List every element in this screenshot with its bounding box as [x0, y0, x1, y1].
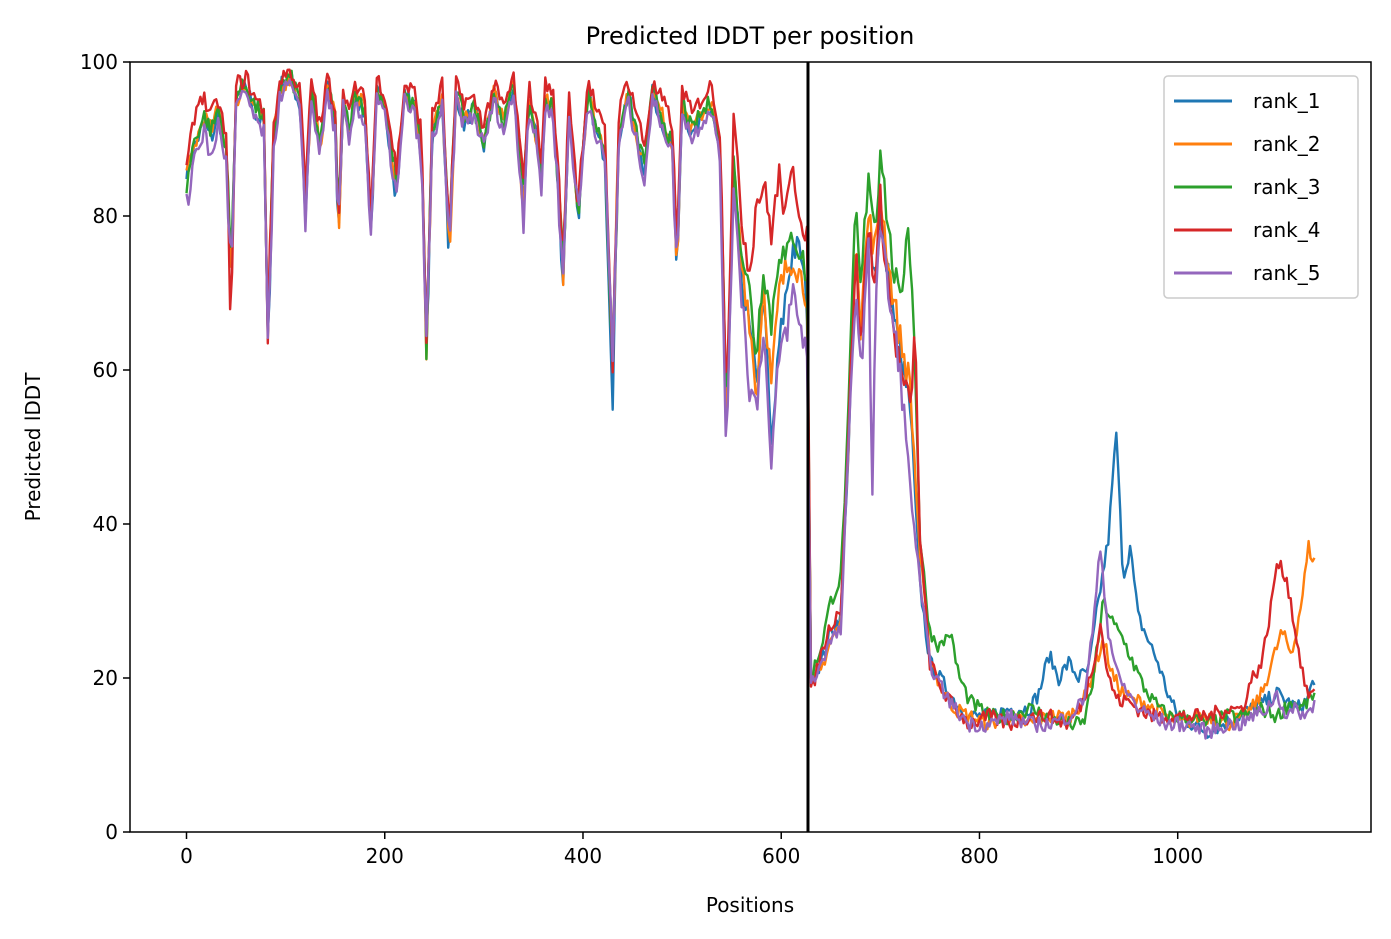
legend-label-rank_2: rank_2 — [1253, 132, 1320, 156]
legend-label-rank_1: rank_1 — [1253, 89, 1320, 113]
chart-title: Predicted lDDT per position — [586, 22, 915, 50]
y-tick-label: 40 — [93, 512, 118, 536]
y-tick-label: 80 — [93, 204, 118, 228]
plot-frame — [129, 61, 1372, 833]
series-line-rank_1 — [185, 71, 1316, 739]
x-tick-label: 600 — [762, 844, 800, 868]
x-tick-label: 400 — [564, 844, 602, 868]
y-tick-label: 20 — [93, 666, 118, 690]
y-tick-label: 60 — [93, 358, 118, 382]
x-tick-label: 1000 — [1152, 844, 1203, 868]
x-axis: 0 200 400 600 800 1000 — [180, 832, 1203, 868]
y-tick-label: 0 — [105, 820, 118, 844]
y-axis-label: Predicted lDDT — [21, 372, 45, 522]
x-axis-label: Positions — [706, 893, 794, 917]
legend-label-rank_5: rank_5 — [1253, 261, 1320, 285]
series-lines — [185, 68, 1316, 740]
x-tick-label: 800 — [960, 844, 998, 868]
x-tick-label: 200 — [366, 844, 404, 868]
legend-label-rank_4: rank_4 — [1253, 218, 1320, 242]
legend-box — [1163, 75, 1359, 299]
x-tick-label: 0 — [180, 844, 193, 868]
y-axis: 0 20 40 60 80 100 — [80, 50, 130, 844]
legend: rank_1 rank_2 rank_3 rank_4 rank_5 — [1163, 75, 1359, 299]
series-line-rank_5 — [185, 79, 1316, 740]
legend-label-rank_3: rank_3 — [1253, 175, 1320, 199]
y-tick-label: 100 — [80, 50, 118, 74]
